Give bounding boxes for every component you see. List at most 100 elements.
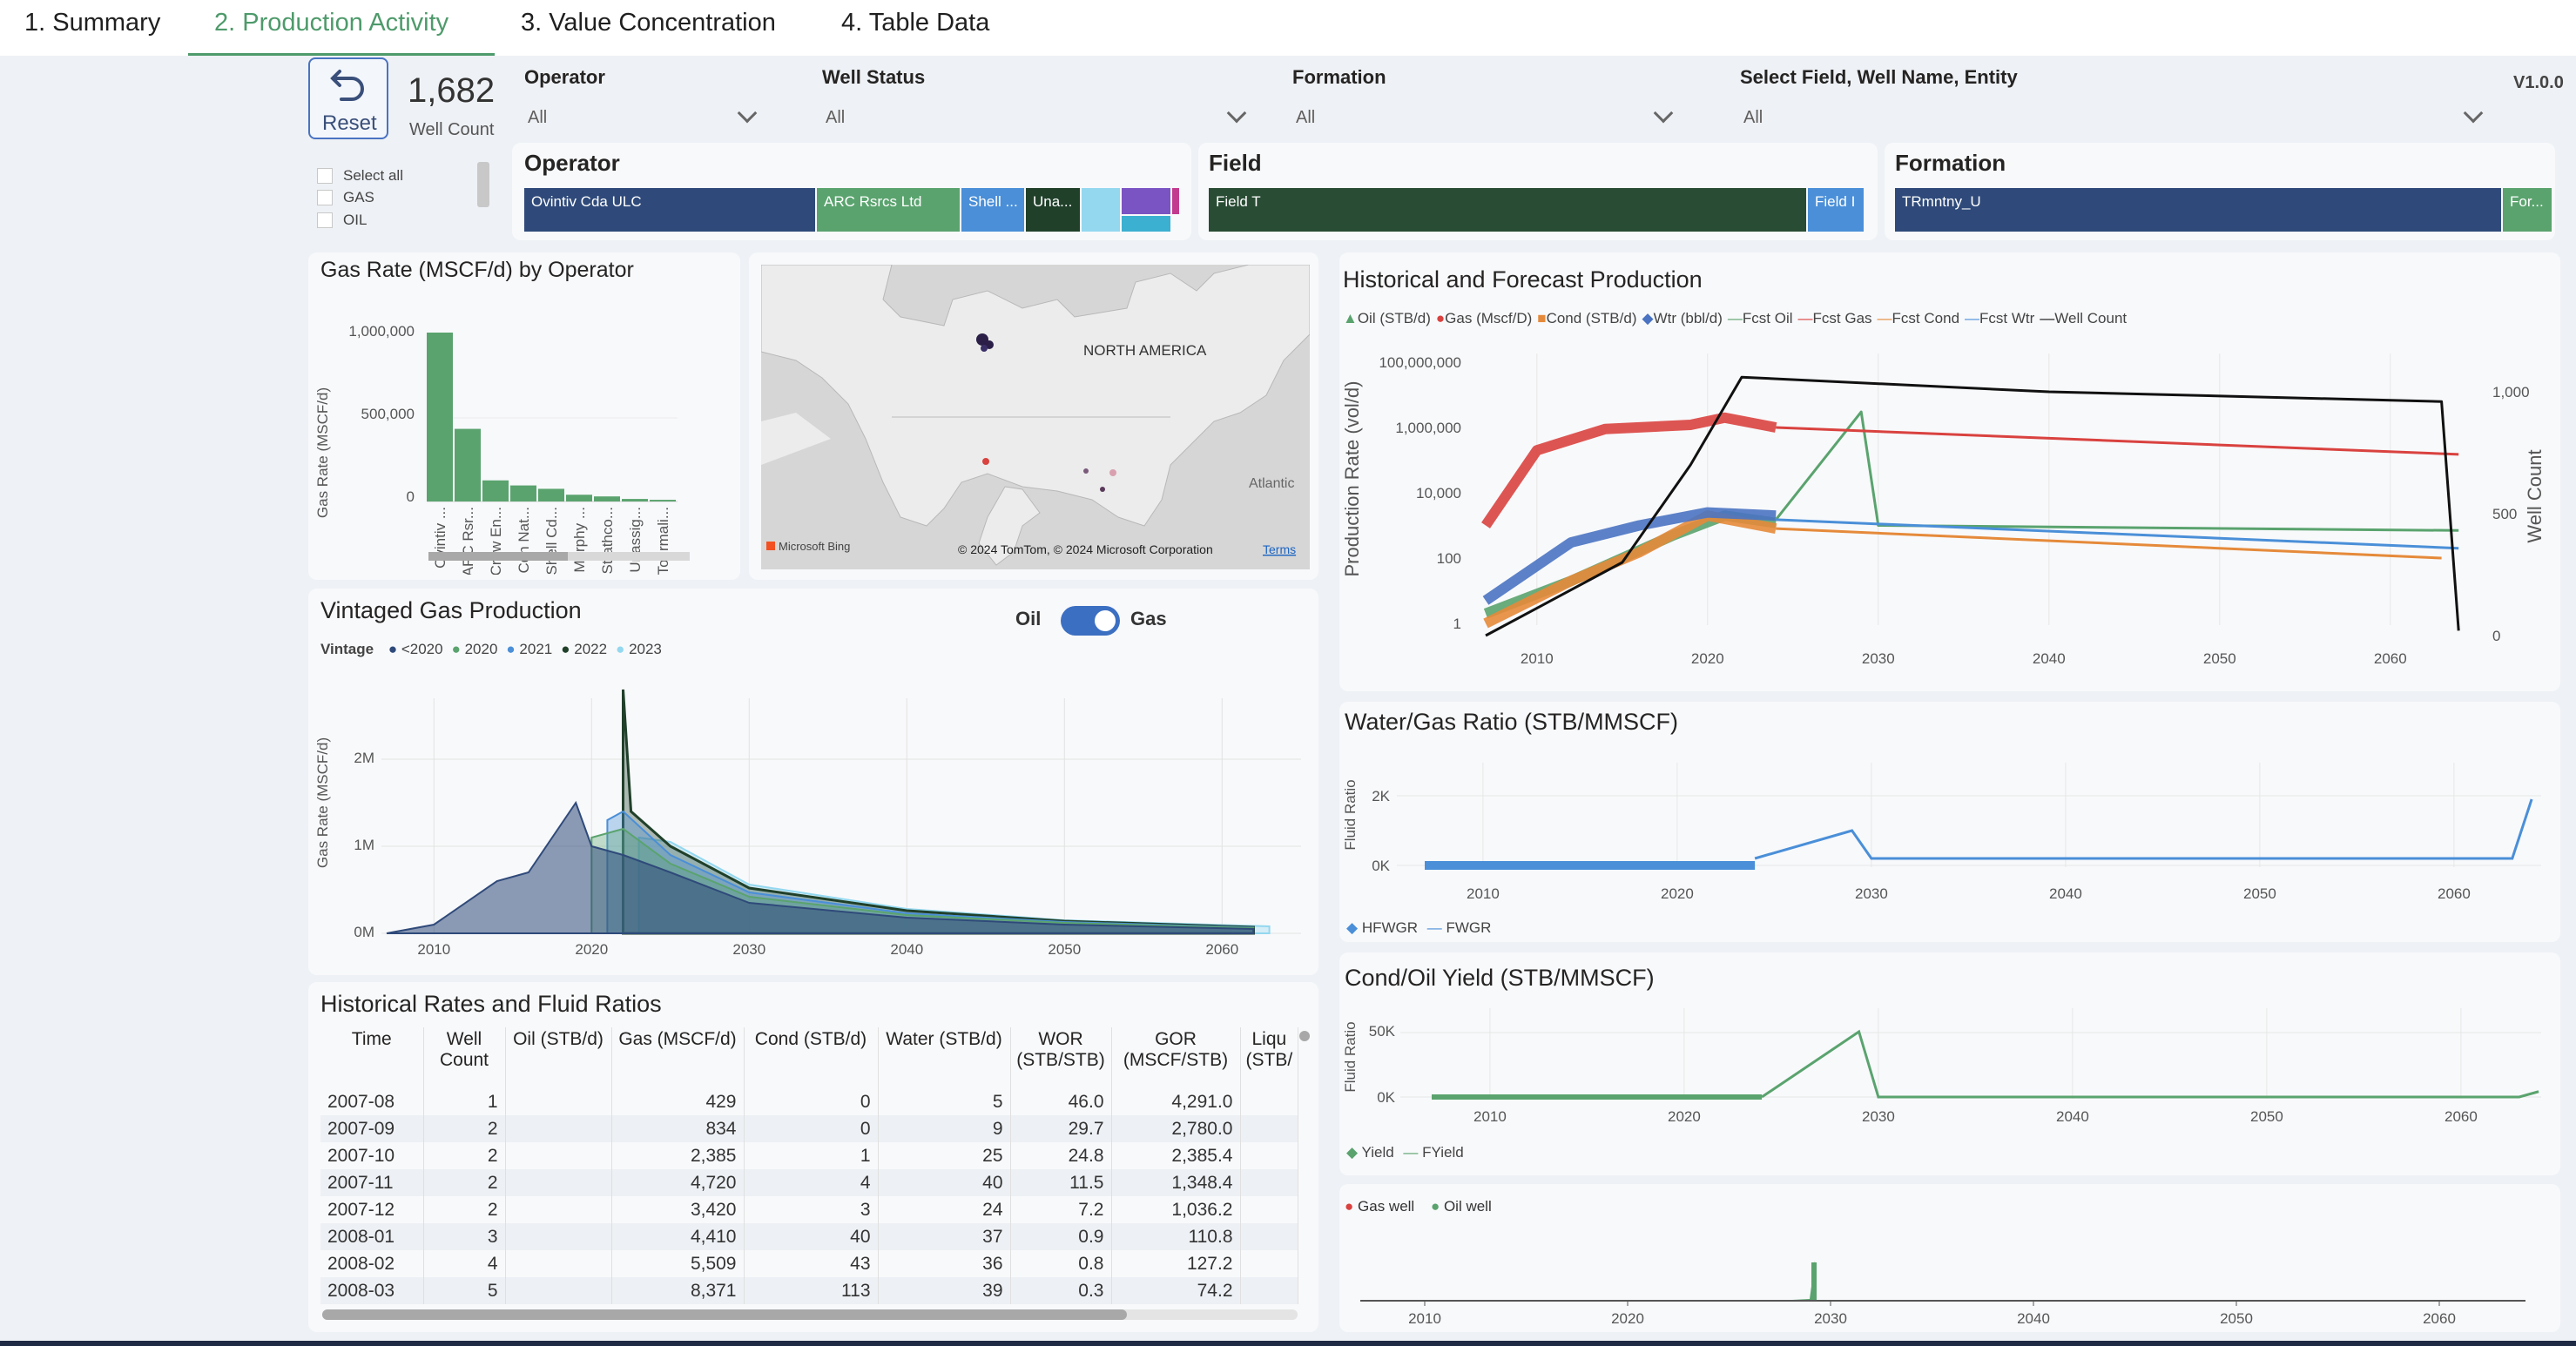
tab-table-data[interactable]: 4. Table Data (841, 9, 990, 37)
treemap-tile-small-4[interactable] (1122, 216, 1170, 232)
treemap-tile-for[interactable]: For... (2503, 188, 2552, 232)
well-status-filter-value[interactable]: All (826, 108, 846, 127)
operator-bar[interactable] (622, 499, 648, 501)
table-row[interactable]: 2007-08 1 429 0 5 46.0 4,291.0 (320, 1088, 1299, 1115)
map-marker[interactable] (982, 458, 989, 465)
vintage-legend-item[interactable]: ● 2021 (506, 641, 552, 658)
reset-button[interactable]: Reset (308, 57, 388, 139)
hf-series-line[interactable] (1482, 507, 1777, 605)
hf-legend-item[interactable]: —Fcst Cond (1878, 310, 1959, 327)
column-header[interactable]: GOR (MSCF/STB) (1111, 1027, 1241, 1088)
table-cell: 4,410 (611, 1223, 745, 1250)
table-row[interactable]: 2007-11 2 4,720 4 40 11.5 1,348.4 (320, 1169, 1299, 1196)
hf-legend-item[interactable]: —Fcst Oil (1728, 310, 1793, 327)
hf-series-line[interactable] (1483, 510, 1777, 629)
column-header[interactable]: WOR (STB/STB) (1010, 1027, 1112, 1088)
map-marker[interactable] (1083, 468, 1089, 474)
table-row[interactable]: 2008-02 4 5,509 43 36 0.8 127.2 (320, 1250, 1299, 1277)
map-marker[interactable] (1100, 487, 1105, 492)
hf-legend-item[interactable]: ■Cond (STB/d) (1537, 310, 1636, 327)
well-location-map[interactable]: NORTH AMERICA Atlantic Microsoft Bing © … (761, 265, 1310, 569)
map-terms-link[interactable]: Terms (1263, 542, 1296, 556)
scrollbar-thumb[interactable] (428, 552, 568, 561)
map-cluster-marker[interactable] (976, 333, 988, 346)
operator-bar[interactable] (538, 488, 564, 501)
vintage-legend-item[interactable]: ● <2020 (388, 641, 443, 658)
hf-series-line[interactable] (1776, 426, 2459, 456)
column-header[interactable]: Oil (STB/d) (505, 1027, 612, 1088)
operator-bar[interactable] (482, 480, 509, 501)
vintaged-xtick: 2060 (1205, 941, 1238, 958)
treemap-tile-field-t[interactable]: Field T (1209, 188, 1806, 232)
slicer-scrollbar[interactable] (477, 162, 489, 207)
formation-filter-value[interactable]: All (1296, 108, 1316, 127)
treemap-tile-trmntny[interactable]: TRmntny_U (1895, 188, 2501, 232)
hf-legend-item[interactable]: ▲Oil (STB/d) (1343, 310, 1431, 327)
operator-bar[interactable] (455, 428, 481, 501)
treemap-tile-small-3[interactable] (1172, 188, 1179, 214)
hf-legend-item[interactable]: —Well Count (2040, 310, 2127, 327)
treemap-tile-field-i[interactable]: Field I (1808, 188, 1864, 232)
legend-marker-icon: — (2040, 310, 2055, 326)
field-well-filter-value[interactable]: All (1743, 108, 1763, 127)
treemap-tile-shell[interactable]: Shell ... (961, 188, 1024, 232)
line-icon: — (1426, 919, 1442, 936)
treemap-tile-arc[interactable]: ARC Rsrcs Ltd (817, 188, 960, 232)
hf-legend-item[interactable]: ◆Wtr (bbl/d) (1642, 310, 1723, 327)
column-header[interactable]: Gas (MSCF/d) (611, 1027, 745, 1088)
table-cell: 5,509 (611, 1250, 745, 1277)
well_type-xtick: 2040 (2017, 1310, 2050, 1327)
operator-bar[interactable] (650, 500, 676, 501)
vintage-series-<2020[interactable] (386, 800, 1255, 934)
hf-series-line[interactable] (1481, 412, 1777, 528)
oil-gas-toggle[interactable] (1061, 606, 1120, 636)
gas-checkbox[interactable] (317, 190, 333, 205)
hf-series-line[interactable] (1776, 527, 2442, 560)
operator-chevron-down-icon[interactable] (737, 103, 758, 124)
column-header[interactable]: Cond (STB/d) (744, 1027, 879, 1088)
table-scrollbar-thumb[interactable] (322, 1309, 1127, 1320)
table-row[interactable]: 2007-09 2 834 0 9 29.7 2,780.0 (320, 1115, 1299, 1142)
column-header[interactable]: Water (STB/d) (878, 1027, 1011, 1088)
vintage-legend-item[interactable]: ● 2022 (561, 641, 607, 658)
map-marker[interactable] (1109, 469, 1116, 476)
select-all-checkbox[interactable] (317, 168, 333, 184)
vintage-legend-item[interactable]: ● 2020 (452, 641, 498, 658)
treemap-tile-una[interactable]: Una... (1026, 188, 1080, 232)
treemap-tile-small-2[interactable] (1122, 188, 1170, 214)
tab-summary[interactable]: 1. Summary (24, 9, 161, 37)
hf-legend-item[interactable]: —Fcst Gas (1798, 310, 1872, 327)
operator-bar[interactable] (510, 485, 536, 501)
operator-bar[interactable] (594, 496, 620, 501)
well-status-chevron-down-icon[interactable] (1226, 103, 1247, 124)
column-header[interactable]: Liqu (STB/ (1240, 1027, 1299, 1088)
column-header[interactable]: Well Count (423, 1027, 506, 1088)
yield-series-line[interactable] (1761, 1029, 2539, 1099)
map-marker[interactable] (981, 345, 988, 352)
treemap-tile-small-1[interactable] (1082, 188, 1120, 232)
oil-checkbox[interactable] (317, 212, 333, 228)
hf-series-line[interactable] (1776, 518, 2459, 550)
hf-series-line[interactable] (1775, 410, 2459, 532)
column-header[interactable]: Time (320, 1027, 424, 1088)
field-well-chevron-down-icon[interactable] (2463, 103, 2484, 124)
tab-value-concentration[interactable]: 3. Value Concentration (521, 9, 776, 37)
wgr-series-line[interactable] (1754, 798, 2533, 860)
table-row[interactable]: 2008-01 3 4,410 40 37 0.9 110.8 (320, 1223, 1299, 1250)
table-row[interactable]: 2007-10 2 2,385 1 25 24.8 2,385.4 (320, 1142, 1299, 1169)
operator-filter-value[interactable]: All (528, 108, 548, 127)
table-row[interactable]: 2007-12 2 3,420 3 24 7.2 1,036.2 (320, 1196, 1299, 1223)
operator-bar[interactable] (566, 495, 592, 501)
tab-production-activity[interactable]: 2. Production Activity (214, 9, 449, 37)
operator-bar[interactable] (427, 333, 453, 501)
table-vertical-scrollbar[interactable] (1299, 1031, 1310, 1041)
operator-category-label: Tourmali... (655, 507, 671, 575)
formation-chevron-down-icon[interactable] (1653, 103, 1674, 124)
hf-series-line[interactable] (1485, 375, 2460, 637)
table-row[interactable]: 2008-03 5 8,371 113 39 0.3 74.2 (320, 1277, 1299, 1304)
hf-legend-item[interactable]: —Fcst Wtr (1965, 310, 2034, 327)
table-horizontal-scrollbar[interactable] (322, 1309, 1298, 1320)
treemap-tile-ovintiv[interactable]: Ovintiv Cda ULC (524, 188, 815, 232)
vintage-legend-item[interactable]: ● 2023 (616, 641, 662, 658)
hf-legend-item[interactable]: ●Gas (Mscf/D) (1436, 310, 1532, 327)
